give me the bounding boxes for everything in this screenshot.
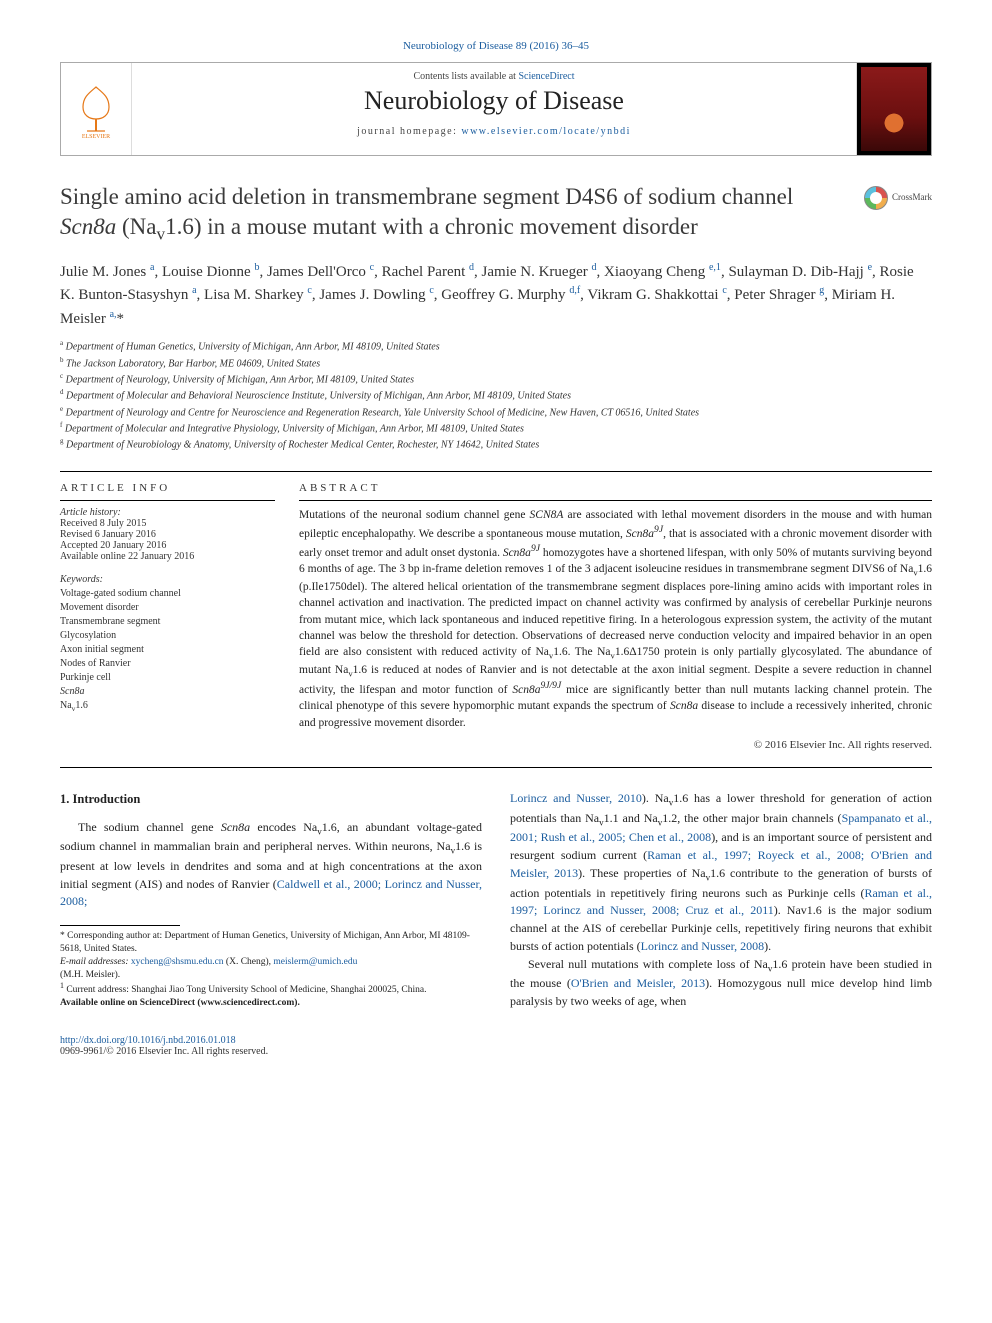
article-title: Single amino acid deletion in transmembr… (60, 182, 932, 246)
article-info-column: article info Article history: Received 8… (60, 482, 275, 751)
keyword-line: Glycosylation (60, 629, 275, 643)
footnote-rule (60, 925, 180, 926)
abstract-column: abstract Mutations of the neuronal sodiu… (299, 482, 932, 751)
affiliation-line: b The Jackson Laboratory, Bar Harbor, ME… (60, 355, 932, 371)
abstract-heading: abstract (299, 482, 932, 494)
keyword-line: Voltage-gated sodium channel (60, 587, 275, 601)
page-footer: http://dx.doi.org/10.1016/j.nbd.2016.01.… (60, 1035, 932, 1057)
journal-header-box: ELSEVIER Contents lists available at Sci… (60, 62, 932, 156)
article-history-label: Article history: (60, 507, 275, 518)
email-label: E-mail addresses: (60, 957, 129, 967)
section-heading-introduction: 1. Introduction (60, 790, 482, 809)
journal-homepage-line: journal homepage: www.elsevier.com/locat… (138, 126, 850, 137)
footnotes-block: * Corresponding author at: Department of… (60, 930, 482, 1010)
affiliation-line: c Department of Neurology, University of… (60, 371, 932, 387)
keywords-block: Keywords: Voltage-gated sodium channelMo… (60, 574, 275, 715)
footnote-current-address: 1 Current address: Shanghai Jiao Tong Un… (60, 981, 482, 997)
article-info-subrule (60, 500, 275, 501)
affiliation-line: g Department of Neurobiology & Anatomy, … (60, 436, 932, 452)
keyword-line: Purkinje cell (60, 671, 275, 685)
journal-cover-cell (857, 63, 931, 155)
journal-cover-thumbnail-icon (861, 67, 927, 151)
keyword-line: Nav1.6 (60, 699, 275, 715)
affiliation-line: e Department of Neurology and Centre for… (60, 404, 932, 420)
sciencedirect-link[interactable]: ScienceDirect (518, 71, 574, 82)
email-who-1: (X. Cheng), (224, 957, 274, 967)
footnote-availability: Available online on ScienceDirect (www.s… (60, 997, 482, 1010)
keyword-line: Nodes of Ranvier (60, 657, 275, 671)
keyword-line: Scn8a (60, 685, 275, 699)
keyword-line: Transmembrane segment (60, 615, 275, 629)
publisher-logo-cell: ELSEVIER (61, 63, 131, 155)
issn-copyright-line: 0969-9961/© 2016 Elsevier Inc. All right… (60, 1046, 932, 1057)
abstract-subrule (299, 500, 932, 501)
affiliation-line: f Department of Molecular and Integrativ… (60, 420, 932, 436)
article-history-block: Article history: Received 8 July 2015Rev… (60, 507, 275, 562)
email-who-2: (M.H. Meisler). (60, 969, 482, 982)
abstract-copyright: © 2016 Elsevier Inc. All rights reserved… (299, 739, 932, 751)
crossmark-label: CrossMark (892, 192, 932, 204)
divider-rule (60, 471, 932, 472)
history-line: Revised 6 January 2016 (60, 529, 275, 540)
intro-paragraph-1: The sodium channel gene Scn8a encodes Na… (60, 819, 482, 912)
section-divider-rule (60, 767, 932, 768)
history-line: Accepted 20 January 2016 (60, 540, 275, 551)
svg-text:ELSEVIER: ELSEVIER (82, 134, 110, 139)
doi-link[interactable]: http://dx.doi.org/10.1016/j.nbd.2016.01.… (60, 1035, 236, 1046)
homepage-prefix: journal homepage: (357, 126, 461, 137)
email-link-2[interactable]: meislerm@umich.edu (273, 957, 357, 967)
keyword-line: Axon initial segment (60, 643, 275, 657)
article-info-heading: article info (60, 482, 275, 494)
affiliation-line: d Department of Molecular and Behavioral… (60, 387, 932, 403)
journal-reference-link[interactable]: Neurobiology of Disease 89 (2016) 36–45 (403, 40, 589, 52)
elsevier-tree-logo-icon: ELSEVIER (69, 79, 123, 139)
intro-paragraph-2: Lorincz and Nusser, 2010). Nav1.6 has a … (510, 790, 932, 956)
authors-list: Julie M. Jones a, Louise Dionne b, James… (60, 260, 932, 331)
keyword-line: Movement disorder (60, 601, 275, 615)
crossmark-badge[interactable]: CrossMark (864, 186, 932, 210)
keywords-label: Keywords: (60, 574, 275, 585)
contents-prefix: Contents lists available at (413, 71, 518, 82)
article-title-text: Single amino acid deletion in transmembr… (60, 184, 793, 239)
body-two-column: 1. Introduction The sodium channel gene … (60, 790, 932, 1011)
contents-lists-line: Contents lists available at ScienceDirec… (138, 71, 850, 82)
email-link-1[interactable]: xycheng@shsmu.edu.cn (131, 957, 224, 967)
intro-paragraph-3: Several null mutations with complete los… (510, 956, 932, 1011)
history-line: Received 8 July 2015 (60, 518, 275, 529)
email-line: E-mail addresses: xycheng@shsmu.edu.cn (… (60, 956, 482, 969)
abstract-text: Mutations of the neuronal sodium channel… (299, 507, 932, 731)
journal-reference: Neurobiology of Disease 89 (2016) 36–45 (60, 40, 932, 52)
corresponding-author-note: * Corresponding author at: Department of… (60, 930, 482, 956)
journal-homepage-link[interactable]: www.elsevier.com/locate/ynbdi (461, 126, 630, 137)
crossmark-icon (864, 186, 888, 210)
history-line: Available online 22 January 2016 (60, 551, 275, 562)
journal-header-center: Contents lists available at ScienceDirec… (131, 63, 857, 155)
affiliations-list: a Department of Human Genetics, Universi… (60, 338, 932, 452)
journal-name: Neurobiology of Disease (138, 86, 850, 116)
affiliation-line: a Department of Human Genetics, Universi… (60, 338, 932, 354)
